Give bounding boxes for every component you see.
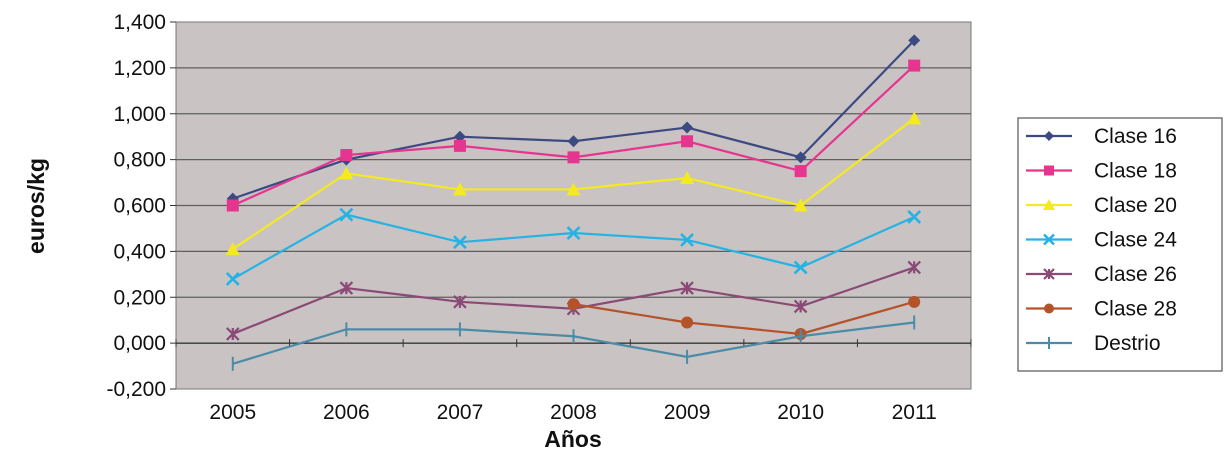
y-tick-label: 0,200 <box>113 286 166 309</box>
legend: Clase 16 Clase 18 Clase 20 Clase 24 Clase 26… <box>1017 117 1223 372</box>
legend-item: Clase 28 <box>1026 298 1177 321</box>
series-destrio <box>231 315 916 371</box>
data-point <box>567 298 580 311</box>
legend-label: Clase 20 <box>1094 194 1177 217</box>
data-point <box>793 198 808 212</box>
x-tick-label: 2007 <box>437 401 484 424</box>
x-tick-label: 2009 <box>664 401 711 424</box>
legend-label: Clase 28 <box>1094 298 1177 321</box>
y-tick-label: 1,000 <box>113 103 166 126</box>
data-point <box>681 121 694 134</box>
data-point <box>566 182 581 196</box>
legend-label: Clase 18 <box>1094 160 1177 183</box>
y-tick-label: 0,000 <box>113 332 166 355</box>
x-axis-ticks: 2005 2006 2007 2008 2009 2010 2011 <box>175 339 972 424</box>
series-clase-18 <box>226 59 921 212</box>
data-point <box>793 299 808 314</box>
series-clase-24 <box>225 207 922 286</box>
data-point <box>453 235 467 250</box>
data-point <box>1043 199 1055 210</box>
data-point <box>908 59 921 72</box>
x-tick-label: 2011 <box>892 401 937 424</box>
y-tick-label: 0,600 <box>113 195 166 218</box>
data-point <box>339 166 354 180</box>
data-point <box>681 135 694 148</box>
data-point <box>1043 233 1055 246</box>
data-point <box>1043 268 1055 280</box>
data-point <box>453 295 467 309</box>
data-point <box>680 232 694 247</box>
y-tick-label: 0,400 <box>113 240 166 263</box>
data-point <box>1044 131 1054 141</box>
data-point <box>225 271 240 286</box>
data-point <box>226 199 239 212</box>
y-tick-label: 0,800 <box>113 149 166 172</box>
x-axis-title: Años <box>544 426 602 452</box>
data-point <box>566 226 581 240</box>
data-point <box>453 139 466 152</box>
x-tick-label: 2010 <box>777 401 824 424</box>
data-point <box>339 207 354 222</box>
data-point <box>453 130 466 143</box>
data-point <box>1044 303 1054 314</box>
data-point <box>793 260 808 275</box>
data-point <box>907 210 922 224</box>
data-point <box>452 182 467 196</box>
series-clase-20 <box>225 111 922 256</box>
data-point <box>907 260 921 275</box>
y-tick-label: 1,200 <box>113 57 166 80</box>
x-tick-label: 2006 <box>323 401 370 424</box>
x-tick-label: 2008 <box>550 401 597 424</box>
data-point <box>680 281 694 295</box>
data-point <box>681 316 694 329</box>
legend-item: Clase 24 <box>1026 229 1177 252</box>
data-point <box>225 242 240 256</box>
legend-item: Clase 18 <box>1026 160 1177 183</box>
data-point <box>908 295 921 308</box>
data-point <box>567 135 580 148</box>
legend-label: Clase 24 <box>1094 229 1177 252</box>
series-line <box>573 300 915 336</box>
data-point <box>1044 165 1054 176</box>
data-point <box>339 281 354 295</box>
y-axis-ticks: -0,200 0,000 0,200 0,400 0,600 0,800 1,000 1,20… <box>106 11 176 401</box>
y-axis-title: euros/kg <box>23 158 49 254</box>
data-point <box>794 151 807 164</box>
legend-item: Clase 20 <box>1026 194 1177 217</box>
data-point <box>226 327 240 341</box>
legend-label: Destrio <box>1094 332 1161 355</box>
data-point <box>908 34 921 47</box>
legend-label: Clase 16 <box>1094 125 1177 148</box>
data-point <box>340 149 353 162</box>
y-tick-label: -0,200 <box>106 378 166 401</box>
y-tick-label: 1,400 <box>113 11 166 34</box>
legend-item: Destrio <box>1026 332 1161 355</box>
data-point <box>567 151 580 164</box>
legend-item: Clase 16 <box>1026 125 1177 148</box>
series-lines <box>225 34 922 371</box>
data-point <box>794 165 807 178</box>
legend-label: Clase 26 <box>1094 263 1177 286</box>
data-point <box>907 111 922 125</box>
legend-item: Clase 26 <box>1026 263 1177 286</box>
data-point <box>680 170 695 184</box>
x-tick-label: 2005 <box>209 401 256 424</box>
legend-box <box>1017 117 1223 372</box>
